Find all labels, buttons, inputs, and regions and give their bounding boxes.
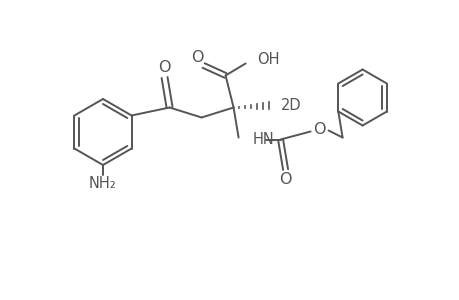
Text: O: O bbox=[313, 122, 325, 137]
Text: NH₂: NH₂ bbox=[89, 176, 117, 190]
Text: 2D: 2D bbox=[280, 98, 301, 113]
Text: HN: HN bbox=[252, 132, 274, 147]
Text: O: O bbox=[279, 172, 291, 187]
Text: O: O bbox=[158, 60, 170, 75]
Text: OH: OH bbox=[257, 52, 280, 67]
Text: O: O bbox=[191, 50, 203, 65]
